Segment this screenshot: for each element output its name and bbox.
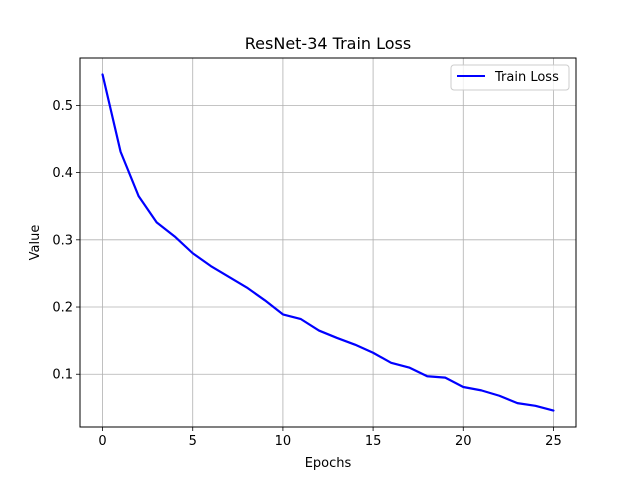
y-axis-label: Value bbox=[28, 225, 43, 261]
grid-layer bbox=[80, 58, 576, 427]
y-tick-label: 0.1 bbox=[52, 368, 73, 383]
legend-label: Train Loss bbox=[494, 70, 559, 85]
series-line-train-loss bbox=[101, 73, 555, 412]
x-tick-label: 15 bbox=[365, 434, 382, 449]
x-tick-label: 0 bbox=[98, 434, 106, 449]
legend-box bbox=[450, 64, 570, 91]
plot-frame bbox=[79, 57, 577, 428]
y-tick-label: 0.2 bbox=[52, 301, 73, 316]
x-tick-label: 25 bbox=[545, 434, 562, 449]
legend: Train Loss bbox=[450, 64, 570, 91]
x-tick-label: 10 bbox=[275, 434, 292, 449]
y-tick-label: 0.4 bbox=[52, 166, 73, 181]
ticks-layer: 0 5 10 15 20 25 0.1 0.2 0.3 0.4 0.5 bbox=[52, 99, 561, 449]
series-layer bbox=[101, 73, 555, 412]
chart-title: ResNet-34 Train Loss bbox=[245, 34, 411, 53]
x-tick-label: 5 bbox=[189, 434, 197, 449]
x-tick-label: 20 bbox=[455, 434, 472, 449]
y-tick-label: 0.3 bbox=[52, 233, 73, 248]
x-axis-label: Epochs bbox=[305, 456, 352, 471]
y-tick-label: 0.5 bbox=[52, 99, 73, 114]
